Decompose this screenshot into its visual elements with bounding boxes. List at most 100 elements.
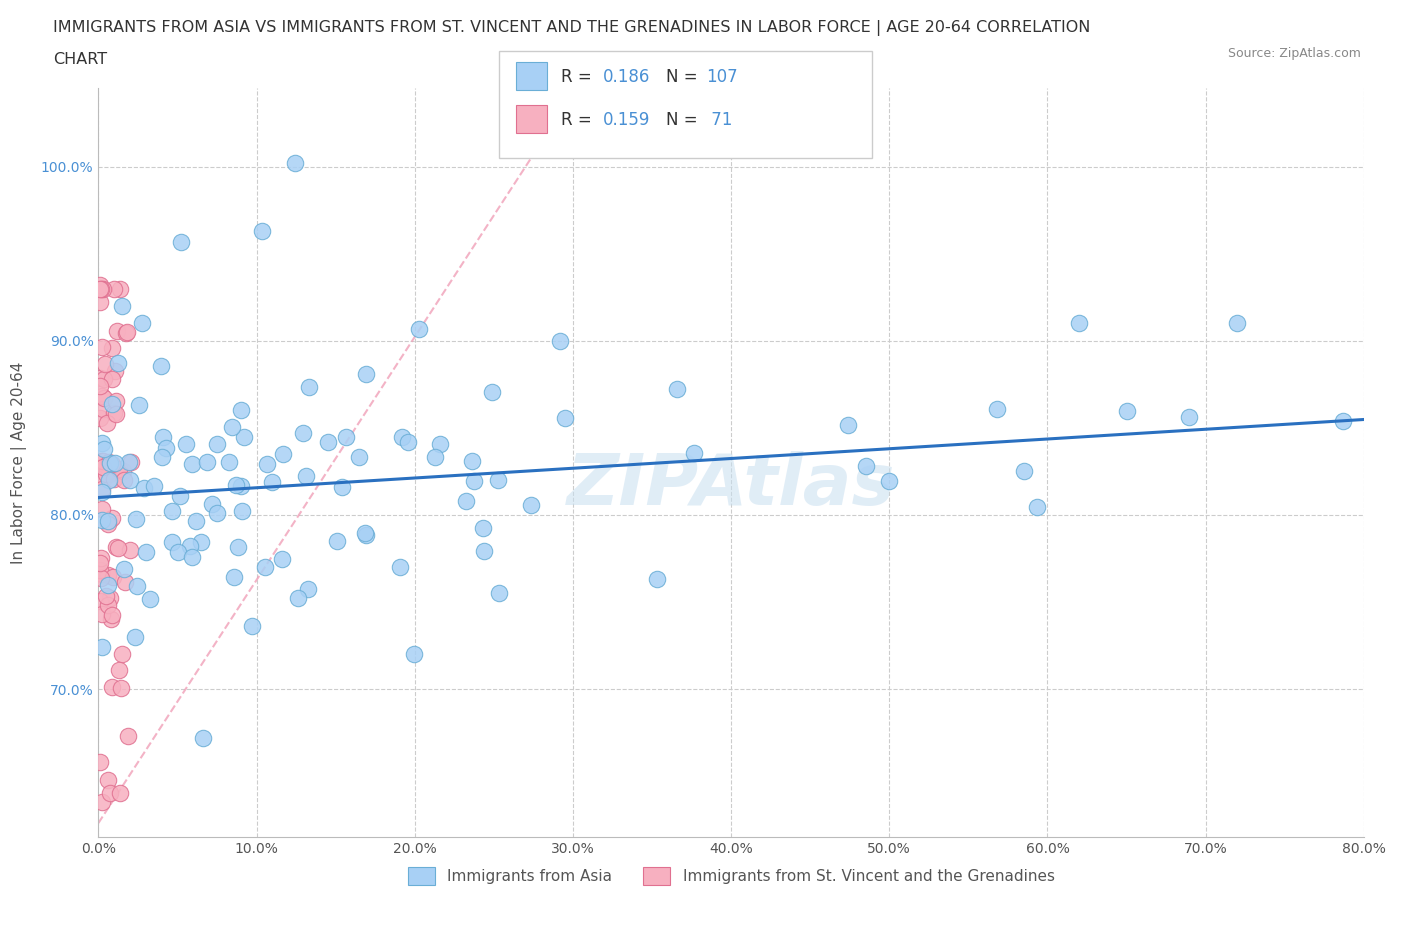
Point	[231, 479, 253, 494]
Point	[97, 472, 120, 487]
Point	[114, 575, 136, 590]
Point	[402, 646, 425, 661]
Point	[101, 680, 124, 695]
Point	[90, 570, 112, 585]
Point	[132, 480, 155, 495]
Text: N =: N =	[666, 111, 703, 129]
Text: Source: ZipAtlas.com: Source: ZipAtlas.com	[1227, 46, 1361, 60]
Point	[93, 442, 115, 457]
Point	[190, 534, 212, 549]
Point	[104, 456, 127, 471]
Point	[90, 640, 112, 655]
Point	[181, 550, 204, 565]
Point	[107, 356, 129, 371]
Point	[179, 538, 201, 553]
Point	[107, 540, 129, 555]
Point	[231, 503, 253, 518]
Point	[101, 396, 124, 411]
Point	[90, 551, 112, 565]
Point	[472, 543, 495, 558]
Point	[90, 606, 112, 621]
Point	[218, 455, 240, 470]
Point	[354, 527, 377, 542]
Point	[120, 472, 142, 487]
Point	[90, 454, 112, 469]
Point	[205, 506, 228, 521]
Point	[645, 572, 668, 587]
Point	[184, 513, 207, 528]
Point	[292, 426, 315, 441]
Point	[155, 441, 177, 456]
Point	[335, 430, 357, 445]
Point	[429, 436, 451, 451]
Point	[150, 358, 173, 373]
Point	[100, 511, 122, 525]
Point	[142, 478, 165, 493]
Point	[200, 497, 222, 512]
Point	[114, 326, 136, 340]
Y-axis label: In Labor Force | Age 20-64: In Labor Force | Age 20-64	[11, 362, 27, 564]
Point	[260, 475, 283, 490]
Point	[117, 728, 139, 743]
Point	[90, 482, 112, 497]
Point	[89, 555, 111, 570]
Point	[93, 371, 115, 386]
Point	[222, 570, 245, 585]
Text: 0.186: 0.186	[603, 68, 651, 86]
Point	[112, 463, 135, 478]
Point	[89, 278, 111, 293]
Point	[1331, 414, 1354, 429]
Text: ZIPAtlas: ZIPAtlas	[567, 451, 896, 520]
Point	[408, 321, 430, 336]
Text: 71: 71	[706, 111, 733, 129]
Point	[170, 234, 193, 249]
Point	[97, 567, 120, 582]
Point	[548, 334, 571, 349]
Point	[89, 281, 111, 296]
Point	[104, 406, 127, 421]
Point	[1178, 410, 1201, 425]
Point	[197, 455, 219, 470]
Point	[174, 437, 197, 452]
Point	[127, 578, 149, 593]
Point	[103, 281, 125, 296]
Point	[89, 370, 111, 385]
Point	[221, 419, 243, 434]
Point	[986, 401, 1008, 416]
Text: IMMIGRANTS FROM ASIA VS IMMIGRANTS FROM ST. VINCENT AND THE GRENADINES IN LABOR : IMMIGRANTS FROM ASIA VS IMMIGRANTS FROM …	[53, 20, 1091, 36]
Point	[135, 544, 157, 559]
Point	[112, 562, 135, 577]
Point	[326, 533, 349, 548]
Point	[391, 429, 413, 444]
Point	[90, 501, 112, 516]
Point	[98, 467, 121, 482]
Point	[97, 454, 120, 469]
Point	[101, 340, 124, 355]
Point	[97, 598, 120, 613]
Point	[110, 681, 132, 696]
Point	[472, 521, 495, 536]
Point	[167, 545, 190, 560]
Point	[89, 563, 111, 578]
Point	[193, 730, 215, 745]
Legend: Immigrants from Asia, Immigrants from St. Vincent and the Grenadines: Immigrants from Asia, Immigrants from St…	[399, 859, 1063, 893]
Point	[108, 786, 131, 801]
Point	[96, 466, 118, 481]
Point	[91, 566, 114, 581]
Point	[108, 461, 131, 476]
Point	[152, 430, 174, 445]
Point	[160, 534, 183, 549]
Point	[1067, 316, 1090, 331]
Text: R =: R =	[561, 68, 598, 86]
Point	[855, 458, 877, 473]
Point	[207, 436, 229, 451]
Point	[120, 542, 142, 557]
Point	[463, 473, 485, 488]
Point	[97, 578, 120, 592]
Text: R =: R =	[561, 111, 598, 129]
Point	[128, 398, 150, 413]
Point	[103, 405, 125, 420]
Point	[89, 411, 111, 426]
Point	[98, 786, 121, 801]
Point	[683, 445, 706, 460]
